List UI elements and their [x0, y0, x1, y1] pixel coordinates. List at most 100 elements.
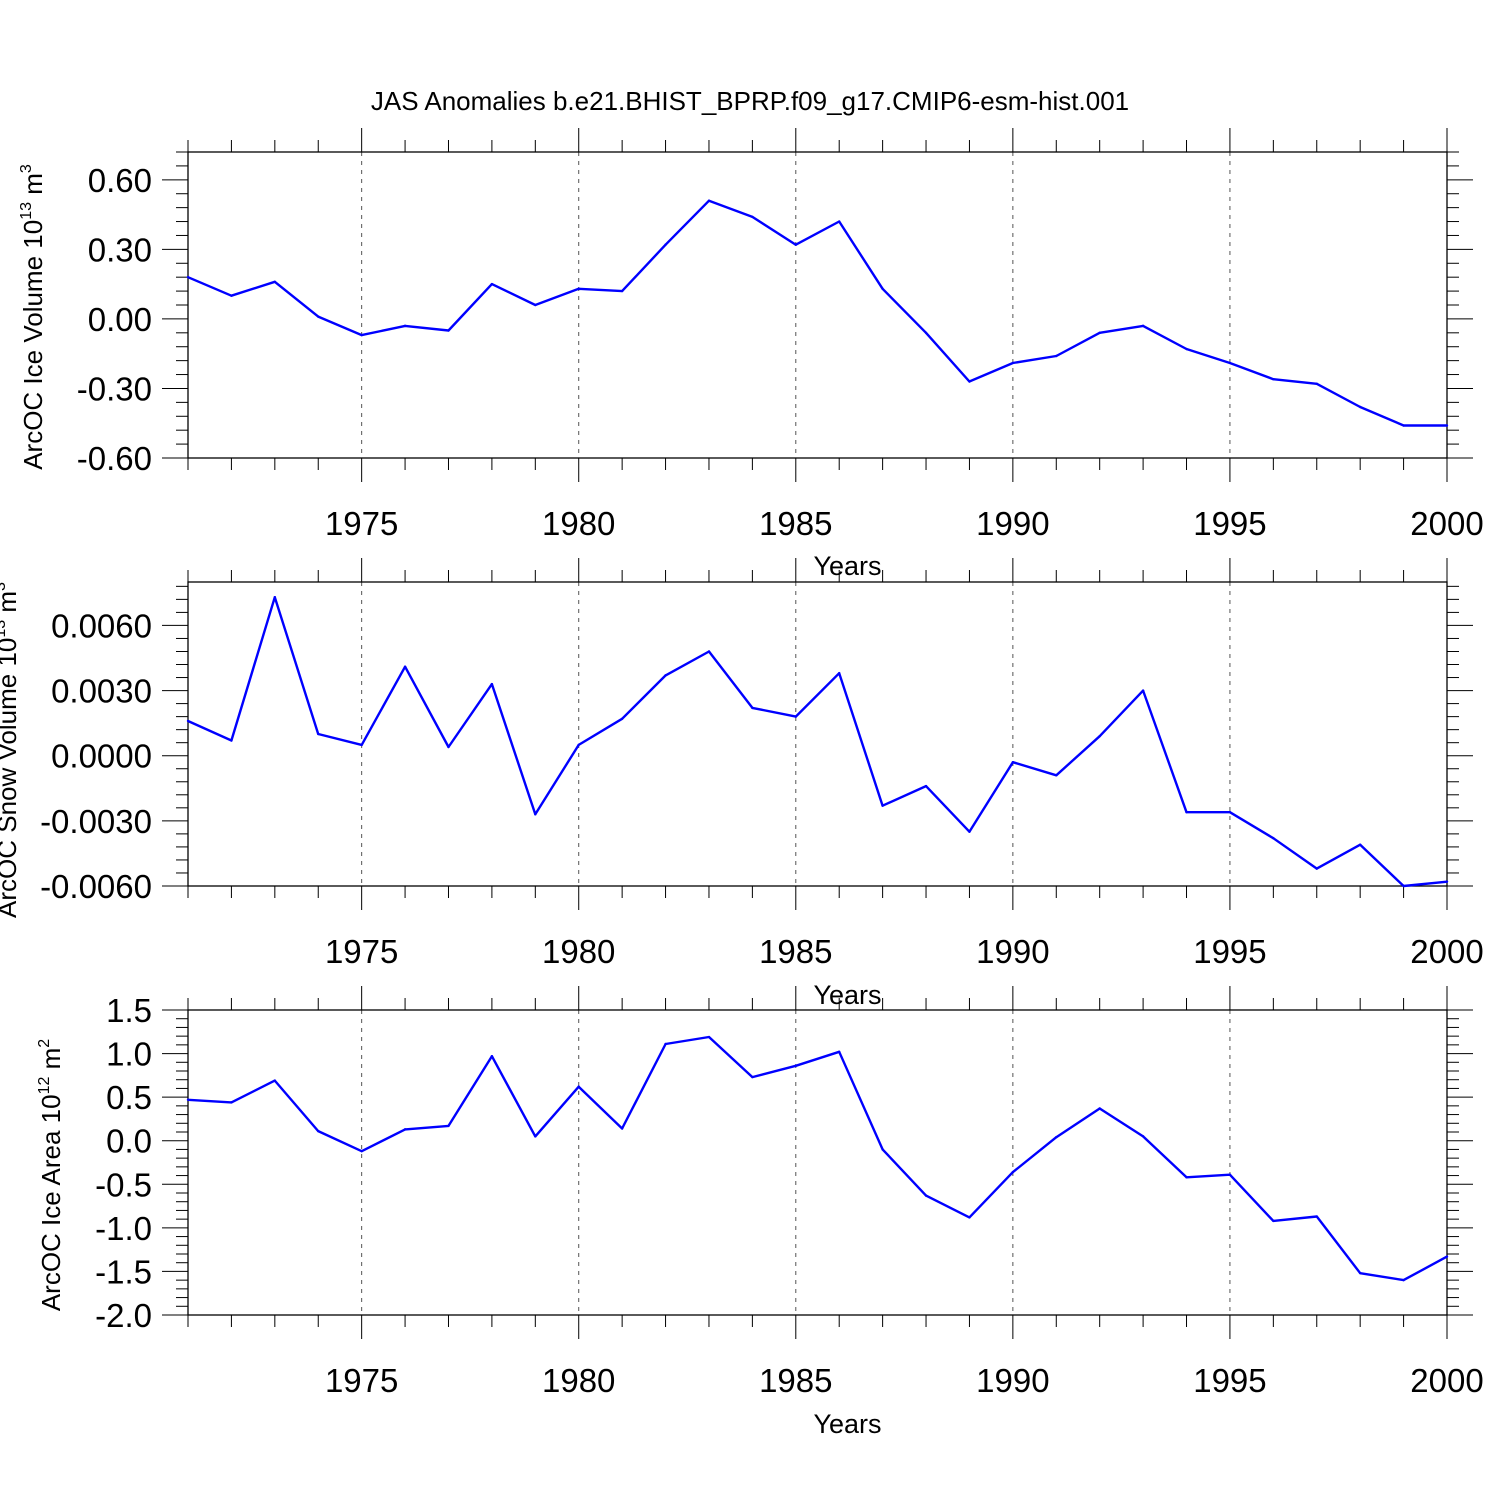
data-point: [317, 732, 320, 736]
data-point: [1011, 1170, 1015, 1174]
data-point: [273, 1079, 277, 1082]
y-tick-label: 1.0: [106, 1036, 152, 1073]
data-point: [230, 739, 233, 742]
x-tick-label: 1990: [976, 505, 1049, 542]
data-point: [186, 275, 190, 279]
y-label-superscript: 2: [36, 1039, 53, 1048]
x-tick-label: 1995: [1193, 933, 1266, 970]
panel-ice-area: -2.0 -1.5 -1.0 -0.5 0.0 0.5 1.0 1.5 1975 1980 1985…: [36, 986, 1484, 1439]
y-tick-label: 0.0: [106, 1123, 152, 1160]
data-point: [838, 220, 841, 223]
data-point: [447, 329, 450, 332]
plot-frame: [187, 151, 1448, 459]
data-point: [403, 324, 407, 328]
data-point: [360, 1149, 363, 1153]
data-point: [273, 596, 277, 599]
data-point: [1011, 361, 1015, 365]
data-point: [186, 1098, 190, 1101]
data-point: [447, 1124, 450, 1128]
plot-frame: [187, 1009, 1448, 1316]
data-point: [490, 1054, 494, 1058]
data-point: [1272, 1219, 1275, 1223]
y-axis-label: ArcOC Snow Volume 1013 m3: [0, 582, 22, 918]
y-axis-label: ArcOC Ice Volume 1013 m3: [18, 164, 48, 470]
data-point: [1185, 1176, 1188, 1179]
data-point: [1141, 1135, 1145, 1138]
data-point: [577, 1085, 580, 1088]
y-tick-label: -0.60: [77, 440, 152, 477]
data-point: [490, 282, 494, 286]
data-point: [664, 674, 667, 677]
data-point: [1315, 382, 1318, 386]
data-point: [1185, 810, 1188, 814]
y-tick-label: -1.0: [95, 1210, 152, 1247]
y-label-text: m: [18, 173, 48, 202]
panel-snow-volume: -0.0060 -0.0030 0.0000 0.0030 0.0060 1975 1980…: [0, 558, 1484, 1010]
data-point: [1228, 361, 1232, 365]
data-point: [360, 743, 363, 747]
data-point: [534, 813, 537, 816]
y-tick-label: -0.0060: [40, 868, 152, 905]
data-point: [230, 294, 233, 297]
data-point: [707, 1035, 711, 1039]
x-tick-label: 1975: [325, 505, 398, 542]
y-tick-label: -0.5: [95, 1166, 152, 1203]
data-point: [1402, 1278, 1405, 1282]
data-point: [1402, 424, 1405, 427]
data-point: [664, 243, 667, 246]
data-point: [1445, 1255, 1449, 1258]
x-tick-label: 1995: [1193, 1362, 1266, 1399]
series-line: [187, 596, 1448, 888]
y-label-superscript: 13: [0, 620, 9, 638]
x-tick-label: 1975: [325, 933, 398, 970]
data-point: [707, 650, 711, 653]
data-point: [1445, 424, 1449, 427]
x-tick-label: 2000: [1410, 1362, 1483, 1399]
data-point: [751, 215, 754, 219]
y-tick-label: 1.5: [106, 992, 152, 1029]
data-point: [1358, 843, 1362, 846]
data-point: [968, 380, 971, 383]
panel-ice-volume: -0.60 -0.30 0.00 0.30 0.60 1975 1980 1985 1990 19…: [18, 128, 1484, 581]
data-point: [1141, 324, 1145, 328]
x-tick-label: 1985: [759, 1362, 832, 1399]
data-point: [881, 1148, 884, 1151]
data-point: [490, 682, 494, 686]
y-tick-label: -0.0030: [40, 803, 152, 840]
data-point: [881, 287, 884, 290]
x-tick-label: 1985: [759, 505, 832, 542]
y-label-text: m: [36, 1048, 66, 1077]
data-point: [1098, 331, 1101, 335]
data-point: [794, 715, 797, 718]
data-point: [707, 199, 711, 202]
y-label-text: ArcOC Ice Volume 10: [18, 220, 48, 470]
x-axis-label: Years: [813, 1409, 881, 1439]
data-point: [794, 243, 797, 246]
series-line: [187, 1035, 1448, 1282]
data-point: [664, 1042, 667, 1046]
data-point: [534, 1135, 537, 1138]
data-point: [360, 333, 363, 337]
data-point: [794, 1064, 797, 1067]
y-tick-label: 0.0030: [51, 673, 152, 710]
y-label-text: ArcOC Snow Volume 10: [0, 638, 22, 918]
x-tick-label: 1975: [325, 1362, 398, 1399]
data-point: [751, 706, 754, 710]
data-point: [1228, 810, 1232, 814]
data-point: [317, 1129, 320, 1133]
x-tick-label: 1990: [976, 933, 1049, 970]
data-point: [273, 280, 277, 284]
data-point: [1272, 377, 1275, 381]
panels: -0.60 -0.30 0.00 0.30 0.60 1975 1980 1985 1990 19…: [0, 128, 1484, 1439]
data-point: [924, 331, 928, 335]
data-point: [577, 743, 580, 747]
y-label-superscript: 3: [18, 164, 35, 173]
x-axis-label: Years: [813, 551, 881, 581]
x-tick-label: 1980: [542, 1362, 615, 1399]
x-axis-label: Years: [813, 980, 881, 1010]
y-label-text: ArcOC Ice Area 10: [36, 1094, 66, 1311]
data-point: [1055, 1136, 1058, 1139]
data-point: [403, 1128, 407, 1131]
data-point: [1011, 761, 1015, 764]
